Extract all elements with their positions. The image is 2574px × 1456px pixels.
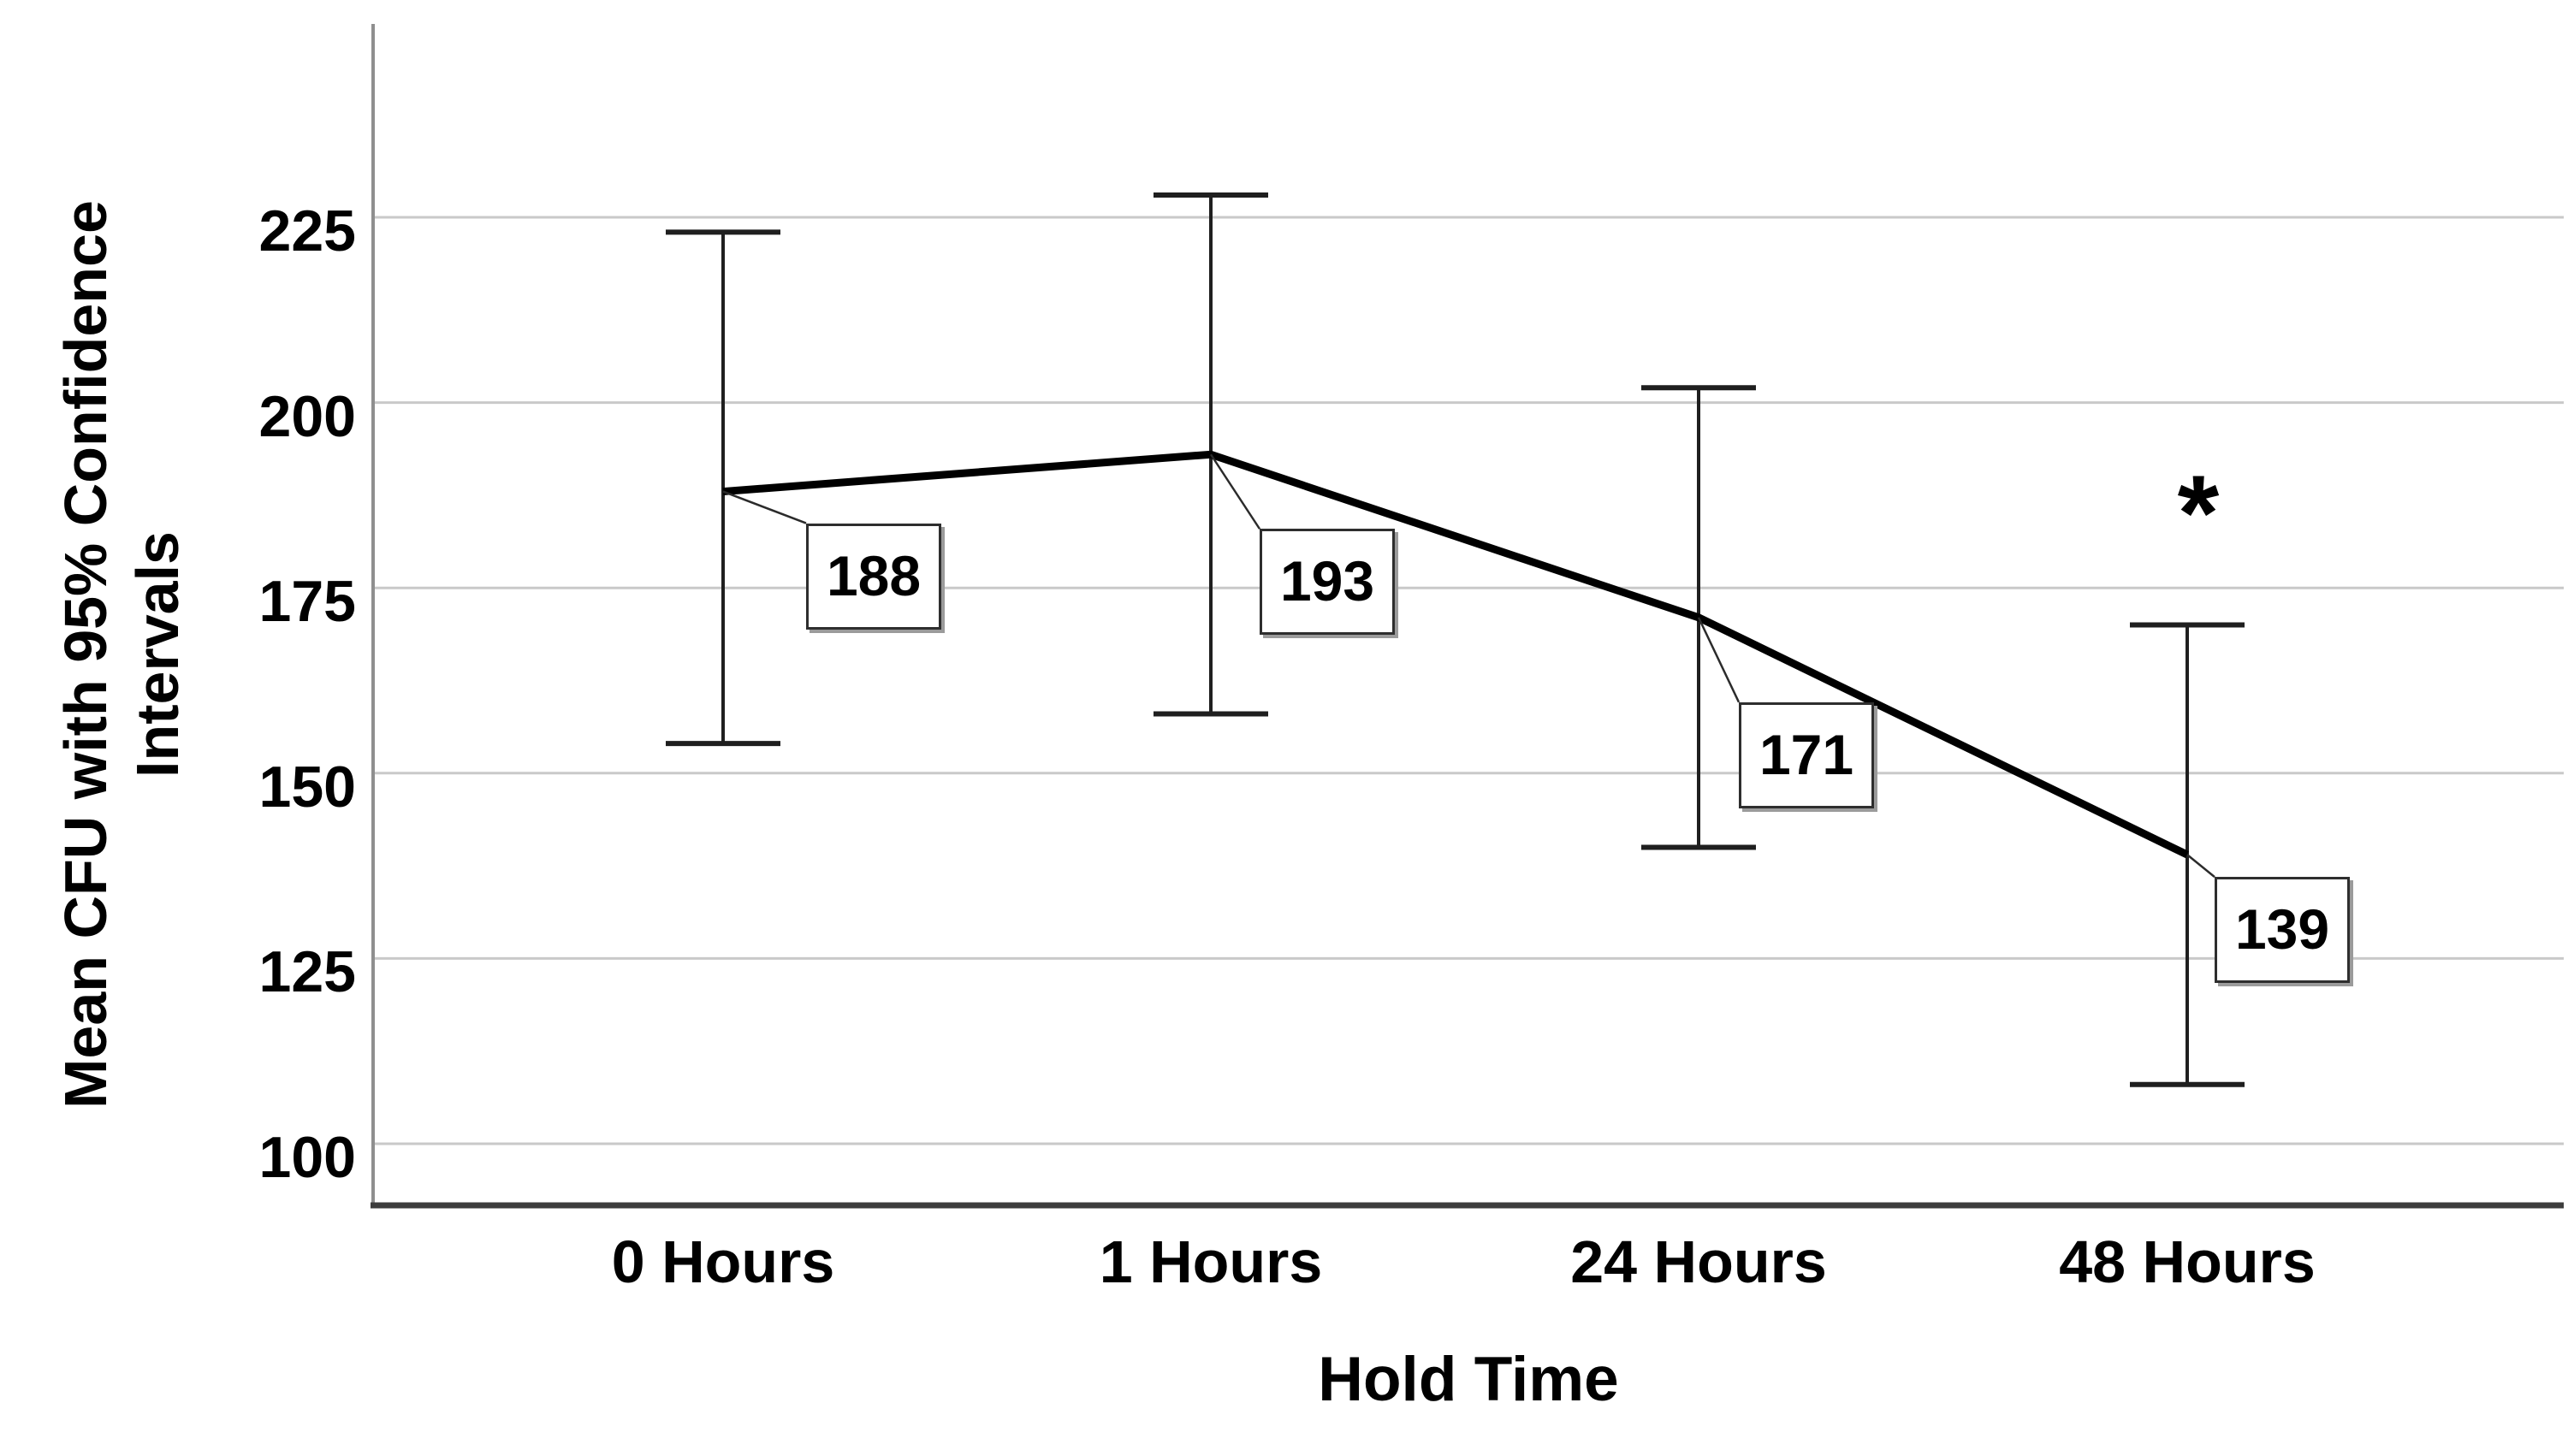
mean-cfu-line [722, 450, 2189, 859]
y-tick-label: 150 [258, 754, 356, 820]
data-label: 171 [1739, 701, 1874, 808]
data-label: 193 [1260, 529, 1395, 636]
y-tick-label: 200 [258, 383, 356, 449]
label-connector [1697, 617, 1741, 703]
x-tick-label: 1 Hours [1099, 1228, 1323, 1295]
x-tick-label: 48 Hours [2059, 1228, 2316, 1295]
x-axis-title: Hold Time [1318, 1345, 1619, 1414]
x-tick-label: 24 Hours [1570, 1228, 1827, 1295]
data-label: 139 [2215, 877, 2350, 984]
y-axis-title-line1: Mean CFU with 95% Confidence [52, 200, 119, 1109]
significance-asterisk: * [2177, 454, 2220, 573]
data-label: 188 [806, 523, 941, 630]
label-connector [1209, 453, 1261, 530]
y-tick-label: 100 [258, 1125, 356, 1190]
y-tick-label: 125 [258, 939, 356, 1005]
label-connector [722, 490, 807, 524]
y-tick-label: 225 [258, 198, 356, 263]
y-tick-label: 175 [258, 569, 356, 635]
label-connector [2186, 854, 2215, 879]
x-tick-label: 0 Hours [611, 1228, 835, 1295]
